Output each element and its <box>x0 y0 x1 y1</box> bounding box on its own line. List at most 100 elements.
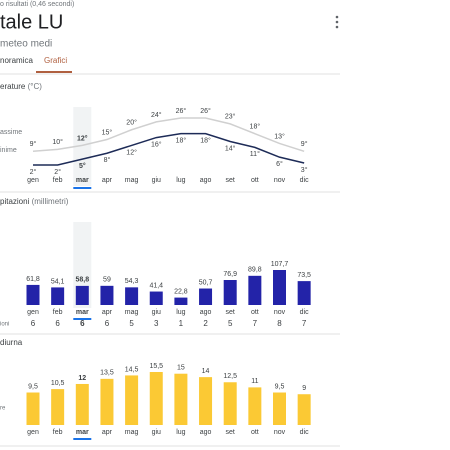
bar-label: 50,7 <box>199 279 213 286</box>
bar-label: 12,5 <box>223 373 237 380</box>
month-label: feb <box>53 429 63 436</box>
bar-label: 15 <box>177 365 185 372</box>
section-title-text: erature <box>0 82 26 91</box>
bar-label: 22,8 <box>174 288 188 295</box>
series-label: inime <box>0 147 17 154</box>
temp-label: 5° <box>79 162 86 170</box>
bar <box>26 284 40 305</box>
rain-days: 7 <box>302 319 307 328</box>
month-label: feb <box>53 177 63 184</box>
section-title: diurna <box>0 338 23 347</box>
month-label: ott <box>251 429 259 436</box>
bar-label: 107,7 <box>271 261 289 268</box>
bar <box>199 377 213 425</box>
bar-label: 59 <box>103 277 111 284</box>
month-label: nov <box>274 177 286 184</box>
month-label: dic <box>300 429 309 436</box>
temp-label: 12° <box>77 134 88 142</box>
bar-label: 54,1 <box>51 278 65 285</box>
tab[interactable]: noramica <box>0 56 33 65</box>
month-label: ott <box>251 309 259 316</box>
temp-line <box>32 117 305 153</box>
selected-indicator <box>73 438 92 440</box>
bar <box>26 392 40 425</box>
tab-indicator <box>36 71 72 73</box>
bar-label: 15,5 <box>149 363 163 370</box>
bar <box>125 375 139 425</box>
bar-label: 9 <box>302 385 306 392</box>
month-label: mag <box>125 309 139 316</box>
bar <box>199 288 213 305</box>
rain-days: 7 <box>253 319 258 328</box>
month-label: set <box>226 309 235 316</box>
month-label: dic <box>300 177 309 184</box>
temp-label: 18° <box>176 137 187 145</box>
rain-days: 6 <box>80 319 85 328</box>
month-label: apr <box>102 429 113 436</box>
temp-line <box>33 132 305 166</box>
bar-label: 14 <box>202 368 210 375</box>
menu-button[interactable] <box>335 15 339 29</box>
rain-days: 5 <box>228 319 233 328</box>
month-label: gen <box>27 177 39 184</box>
temp-label: 10° <box>52 138 63 146</box>
selected-indicator <box>73 318 92 320</box>
section-unit: (°C) <box>28 82 43 91</box>
temp-label: 2° <box>30 168 37 176</box>
rain-days: 8 <box>277 319 282 328</box>
month-label: dic <box>300 309 309 316</box>
section-title-text: pitazioni <box>0 197 30 206</box>
temp-label: 9° <box>301 140 308 148</box>
bar-label: 11 <box>251 378 258 385</box>
bar <box>248 387 262 425</box>
month-label: giu <box>152 429 161 436</box>
rain-days: 6 <box>105 319 110 328</box>
month-label: apr <box>102 177 113 184</box>
temp-label: 15° <box>102 128 113 136</box>
bar <box>273 270 286 305</box>
month-label: lug <box>176 309 185 316</box>
bar <box>100 285 114 305</box>
bar <box>174 297 188 305</box>
rain-days: 2 <box>203 319 208 328</box>
temp-label: 26° <box>200 107 211 115</box>
bar-label: 61,8 <box>26 276 40 283</box>
bar-label: 58,8 <box>75 277 89 284</box>
month-label: ott <box>251 177 259 184</box>
month-label: set <box>226 177 235 184</box>
temp-label: 18° <box>200 137 211 145</box>
result-stats: o risultati (0,46 secondi) <box>0 1 74 8</box>
temp-label: 6° <box>276 160 283 168</box>
bar <box>125 287 139 305</box>
bar <box>149 291 163 305</box>
tab-active[interactable]: Grafici <box>44 56 67 65</box>
temp-label: 26° <box>176 107 187 115</box>
bar-label: 54,3 <box>125 278 139 285</box>
month-label: nov <box>274 429 286 436</box>
bar-label: 41,4 <box>149 282 163 289</box>
bar-label: 10,5 <box>51 380 65 387</box>
temp-label: 18° <box>250 123 261 131</box>
bar <box>75 383 89 425</box>
bar <box>51 389 65 425</box>
section-title-text: diurna <box>0 338 23 347</box>
temp-label: 2° <box>54 168 61 176</box>
month-label: mag <box>125 177 139 184</box>
place-title: tale LU <box>0 11 63 33</box>
temp-label: 9° <box>30 140 37 148</box>
bar-label: 13,5 <box>100 370 114 377</box>
bar-label: 9,5 <box>28 383 38 390</box>
temp-label: 23° <box>225 113 236 121</box>
bar <box>75 285 89 305</box>
bar <box>174 373 188 425</box>
bar <box>297 394 311 425</box>
temp-label: 11° <box>250 150 260 158</box>
month-label: mag <box>125 429 139 436</box>
month-label: mar <box>76 309 89 316</box>
bar <box>297 281 311 305</box>
bar <box>248 275 262 305</box>
month-label: set <box>226 429 235 436</box>
bar-label: 89,8 <box>248 267 262 274</box>
